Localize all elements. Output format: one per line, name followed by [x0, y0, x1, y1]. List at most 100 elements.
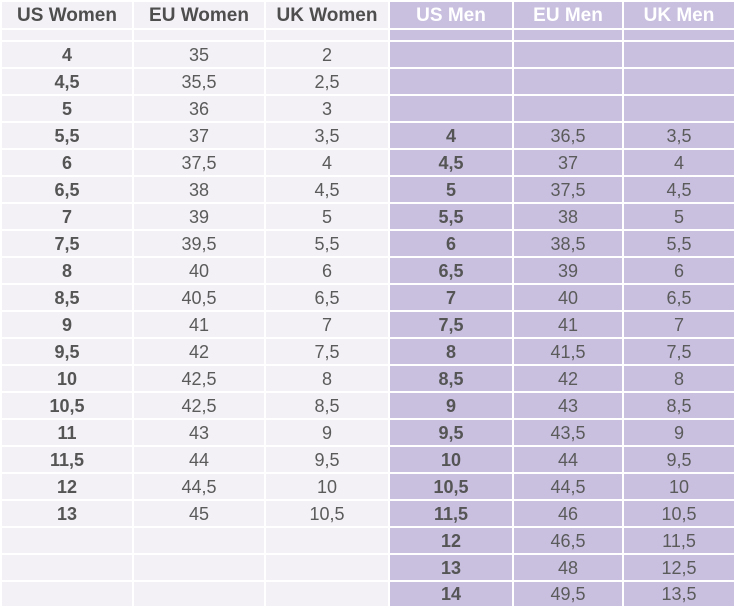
us-men-cell [388, 40, 514, 69]
us-women-cell: 10 [0, 364, 134, 393]
uk-women-cell [264, 553, 390, 582]
us-women-cell: 10,5 [0, 391, 134, 420]
eu-women-cell: 41 [132, 310, 266, 339]
uk-men-cell: 7,5 [622, 337, 735, 366]
us-men-cell: 10,5 [388, 472, 514, 501]
uk-women-cell: 2,5 [264, 67, 390, 96]
uk-women-cell: 9 [264, 418, 390, 447]
uk-men-cell: 10,5 [622, 499, 735, 528]
us-men-cell: 7,5 [388, 310, 514, 339]
us-men-cell: 11,5 [388, 499, 514, 528]
us-women-cell: 7,5 [0, 229, 134, 258]
header-uk-men: UK Men [622, 0, 735, 30]
eu-men-cell: 46 [512, 499, 624, 528]
table-row: 14 49,5 13,5 [0, 580, 735, 608]
eu-women-cell: 35 [132, 40, 266, 69]
us-women-cell: 12 [0, 472, 134, 501]
eu-women-cell: 43 [132, 418, 266, 447]
uk-men-cell: 3,5 [622, 121, 735, 150]
spacer-cell [264, 28, 390, 42]
us-men-cell: 7 [388, 283, 514, 312]
uk-men-cell: 4,5 [622, 175, 735, 204]
table-row: 7 39 5 5,5 38 5 [0, 202, 735, 231]
header-us-women: US Women [0, 0, 134, 30]
uk-men-cell: 8,5 [622, 391, 735, 420]
eu-women-cell [132, 580, 266, 608]
uk-men-cell [622, 40, 735, 69]
eu-women-cell: 38 [132, 175, 266, 204]
eu-women-cell: 36 [132, 94, 266, 123]
us-women-cell: 4,5 [0, 67, 134, 96]
us-men-cell: 8,5 [388, 364, 514, 393]
us-men-cell: 8 [388, 337, 514, 366]
uk-women-cell [264, 526, 390, 555]
us-women-cell: 9 [0, 310, 134, 339]
uk-women-cell: 8,5 [264, 391, 390, 420]
uk-women-cell: 10 [264, 472, 390, 501]
eu-women-cell: 39,5 [132, 229, 266, 258]
table-row: 11,5 44 9,5 10 44 9,5 [0, 445, 735, 474]
uk-women-cell: 6,5 [264, 283, 390, 312]
eu-men-cell: 49,5 [512, 580, 624, 608]
us-men-cell: 4 [388, 121, 514, 150]
us-women-cell: 5 [0, 94, 134, 123]
eu-women-cell: 40 [132, 256, 266, 285]
us-women-cell: 11,5 [0, 445, 134, 474]
us-women-cell [0, 553, 134, 582]
us-men-cell: 6 [388, 229, 514, 258]
uk-men-cell: 6,5 [622, 283, 735, 312]
table-row: 8,5 40,5 6,5 7 40 6,5 [0, 283, 735, 312]
uk-men-cell: 8 [622, 364, 735, 393]
header-row: US Women EU Women UK Women US Men EU Men… [0, 0, 735, 30]
eu-men-cell: 44 [512, 445, 624, 474]
uk-men-cell: 9 [622, 418, 735, 447]
uk-men-cell: 13,5 [622, 580, 735, 608]
eu-men-cell: 39 [512, 256, 624, 285]
us-women-cell: 6,5 [0, 175, 134, 204]
uk-women-cell: 4,5 [264, 175, 390, 204]
eu-women-cell: 37 [132, 121, 266, 150]
uk-women-cell: 7,5 [264, 337, 390, 366]
eu-women-cell: 39 [132, 202, 266, 231]
uk-women-cell: 5 [264, 202, 390, 231]
table-row: 4,5 35,5 2,5 [0, 67, 735, 96]
uk-men-cell: 9,5 [622, 445, 735, 474]
uk-men-cell: 7 [622, 310, 735, 339]
uk-women-cell: 8 [264, 364, 390, 393]
eu-women-cell: 42 [132, 337, 266, 366]
eu-women-cell: 42,5 [132, 364, 266, 393]
table-row: 12 46,5 11,5 [0, 526, 735, 555]
uk-women-cell: 10,5 [264, 499, 390, 528]
eu-women-cell: 37,5 [132, 148, 266, 177]
uk-women-cell: 4 [264, 148, 390, 177]
uk-men-cell: 12,5 [622, 553, 735, 582]
us-women-cell [0, 526, 134, 555]
table-row: 13 45 10,5 11,5 46 10,5 [0, 499, 735, 528]
us-women-cell: 13 [0, 499, 134, 528]
us-women-cell [0, 580, 134, 608]
spacer-cell [132, 28, 266, 42]
header-eu-men: EU Men [512, 0, 624, 30]
eu-women-cell [132, 553, 266, 582]
us-men-cell [388, 94, 514, 123]
spacer-cell [622, 28, 735, 42]
table-row: 9,5 42 7,5 8 41,5 7,5 [0, 337, 735, 366]
eu-men-cell: 38 [512, 202, 624, 231]
eu-women-cell: 40,5 [132, 283, 266, 312]
table-row: 7,5 39,5 5,5 6 38,5 5,5 [0, 229, 735, 258]
eu-women-cell: 44 [132, 445, 266, 474]
us-women-cell: 9,5 [0, 337, 134, 366]
table-row: 6,5 38 4,5 5 37,5 4,5 [0, 175, 735, 204]
us-women-cell: 8,5 [0, 283, 134, 312]
us-men-cell: 5,5 [388, 202, 514, 231]
table-row: 11 43 9 9,5 43,5 9 [0, 418, 735, 447]
us-women-cell: 7 [0, 202, 134, 231]
uk-women-cell [264, 580, 390, 608]
spacer-row [0, 28, 735, 42]
table-row: 6 37,5 4 4,5 37 4 [0, 148, 735, 177]
uk-women-cell: 9,5 [264, 445, 390, 474]
uk-women-cell: 2 [264, 40, 390, 69]
header-eu-women: EU Women [132, 0, 266, 30]
eu-women-cell: 35,5 [132, 67, 266, 96]
